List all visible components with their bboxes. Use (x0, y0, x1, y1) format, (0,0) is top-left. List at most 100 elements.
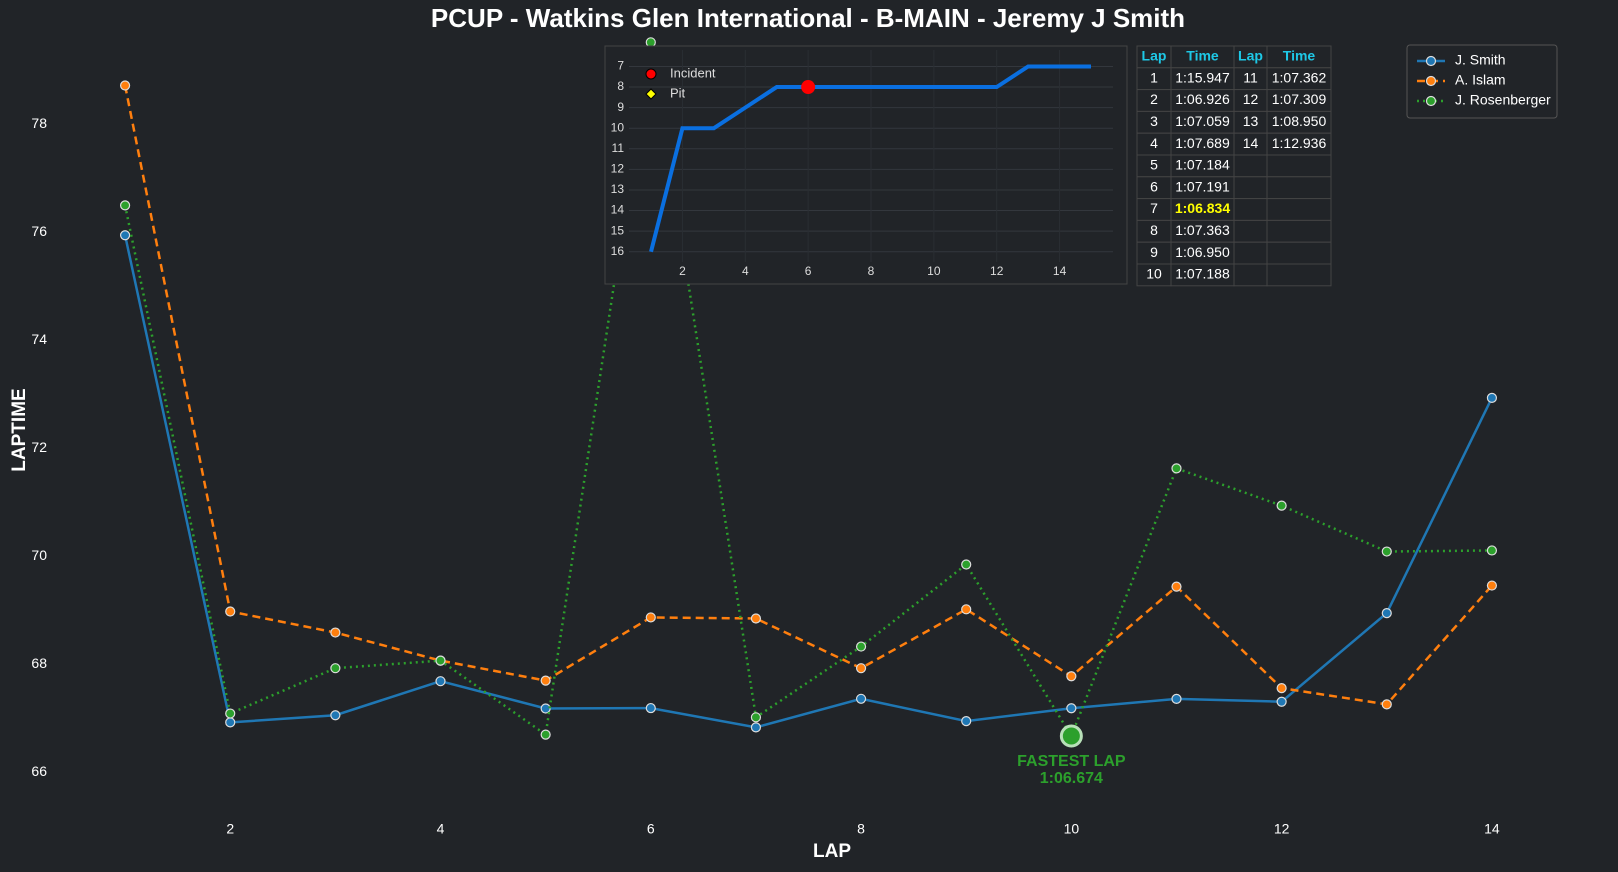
data-point (1486, 392, 1498, 403)
y-tick-label: 66 (31, 763, 47, 779)
data-point (225, 606, 236, 617)
data-point (1066, 671, 1077, 682)
fastest-lap-marker (1059, 724, 1083, 748)
table-cell-text: 6 (1150, 178, 1158, 194)
table-cell-text: 1:06.950 (1175, 244, 1230, 260)
y-tick-label: 72 (31, 439, 47, 455)
y-tick-label: 78 (31, 115, 47, 131)
y-tick-label: 70 (31, 547, 47, 563)
table-cell-text: 1:15.947 (1175, 69, 1230, 85)
data-point (1381, 699, 1392, 710)
table-header: Lap (1238, 48, 1263, 64)
table-cell-text: 1 (1150, 69, 1158, 85)
table-cell-text: 10 (1146, 266, 1162, 282)
inset-y-tick-label: 13 (611, 182, 625, 196)
data-point (1066, 703, 1077, 714)
x-tick-label: 12 (1274, 821, 1290, 837)
table-cell-text: 4 (1150, 135, 1158, 151)
legend-marker (1425, 95, 1437, 107)
inset-x-tick-label: 2 (679, 264, 686, 278)
table-cell (1233, 176, 1268, 200)
table-cell (1233, 263, 1268, 287)
table-header: Time (1186, 48, 1219, 64)
data-point (961, 604, 972, 615)
table-cell (1233, 154, 1268, 178)
table-cell-text: 11 (1243, 69, 1258, 85)
legend-label: J. Rosenberger (1455, 92, 1551, 108)
legend-box (1406, 44, 1558, 119)
inset-x-tick-label: 12 (990, 264, 1004, 278)
data-point (330, 663, 341, 674)
data-point (540, 675, 551, 686)
data-point (330, 627, 341, 638)
y-tick-label: 76 (31, 223, 47, 239)
table-cell-text: 1:07.188 (1175, 266, 1230, 282)
data-point (435, 655, 446, 666)
table-cell-text: 1:12.936 (1272, 135, 1327, 151)
table-cell-text: 7 (1150, 200, 1158, 216)
table-cell-text: 1:07.059 (1175, 113, 1230, 129)
legend-label: A. Islam (1455, 72, 1506, 88)
x-axis-label: LAP (813, 841, 851, 862)
data-point (855, 693, 867, 704)
inset-x-tick-label: 6 (805, 264, 812, 278)
table-cell-text: 1:06.926 (1175, 91, 1230, 107)
inset-y-tick-label: 16 (611, 244, 625, 258)
data-point (119, 230, 131, 241)
inset-x-tick-label: 14 (1053, 264, 1067, 278)
x-tick-label: 8 (857, 821, 865, 837)
table-cell (1233, 241, 1268, 265)
data-point (645, 702, 656, 714)
data-point (1171, 693, 1182, 704)
inset-y-tick-label: 7 (617, 59, 624, 73)
y-tick-label: 68 (31, 655, 47, 671)
inset-frame (604, 45, 1128, 285)
inset-y-tick-label: 15 (611, 223, 625, 237)
table-cell-text: 1:08.950 (1272, 113, 1327, 129)
data-point (645, 37, 656, 48)
table-cell (1233, 219, 1268, 243)
table-cell (1266, 176, 1332, 200)
table-header: Time (1283, 48, 1316, 64)
table-cell (1266, 198, 1332, 221)
table-cell (1266, 263, 1332, 287)
series-line (123, 85, 1493, 706)
table-cell-text: 1:07.363 (1175, 222, 1230, 238)
data-point (1171, 581, 1182, 592)
inset-y-tick-label: 9 (617, 100, 624, 114)
table-cell-text: 1:07.689 (1175, 135, 1230, 151)
x-tick-label: 10 (1064, 821, 1080, 837)
data-point (750, 613, 762, 624)
inset-y-tick-label: 11 (612, 141, 625, 155)
inset-y-tick-label: 8 (617, 79, 624, 93)
inset-y-tick-label: 12 (611, 162, 625, 176)
table-cell (1233, 198, 1268, 221)
table-cell-text: 13 (1243, 113, 1259, 129)
table-cell-text: 1:07.309 (1272, 91, 1327, 107)
chart-title: PCUP - Watkins Glen International - B-MA… (431, 3, 1185, 33)
inset-y-tick-label: 10 (611, 120, 625, 134)
series-line (649, 64, 1091, 253)
event-marker (645, 88, 657, 100)
data-point (119, 200, 131, 211)
table-cell-text: 8 (1150, 222, 1158, 238)
data-point (961, 715, 972, 727)
data-point (435, 676, 446, 687)
data-point (540, 729, 551, 740)
table-cell (1266, 241, 1332, 265)
data-point (750, 712, 762, 723)
y-tick-label: 74 (31, 331, 47, 347)
data-point (119, 80, 131, 91)
data-point (1381, 546, 1392, 557)
inset-legend-label: Incident (670, 65, 716, 80)
data-point (1381, 607, 1392, 619)
table-cell-text: 1:07.184 (1175, 157, 1230, 173)
x-tick-label: 6 (647, 821, 655, 837)
table-cell-text: 1:07.191 (1175, 178, 1230, 194)
annotation-text: 1:06.674 (1040, 770, 1103, 787)
data-point (1486, 580, 1498, 591)
x-tick-label: 14 (1484, 821, 1500, 837)
inset-x-tick-label: 8 (868, 264, 875, 278)
table-cell (1266, 219, 1332, 243)
